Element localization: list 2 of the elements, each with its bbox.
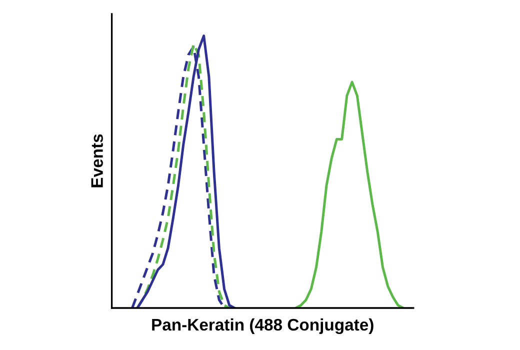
y-axis-title: Events: [91, 134, 103, 188]
x-axis-title: Pan-Keratin (488 Conjugate): [152, 318, 374, 334]
